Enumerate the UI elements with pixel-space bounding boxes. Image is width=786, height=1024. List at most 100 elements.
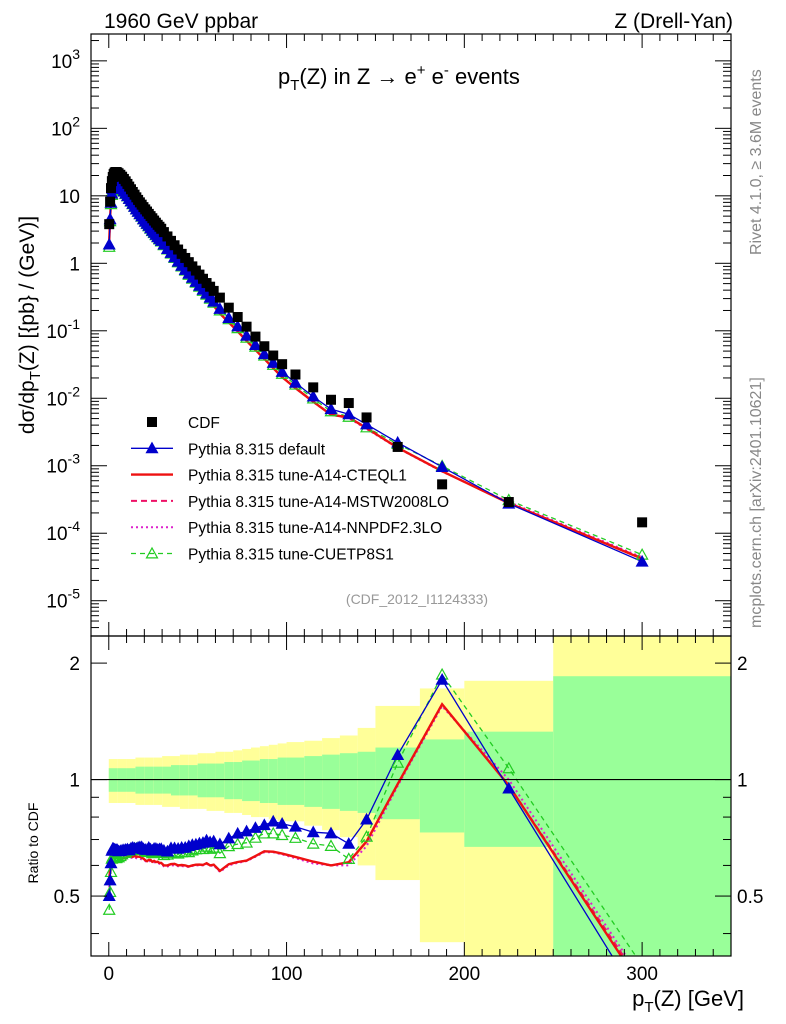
x-tick-label: 200 [448,964,480,985]
marker-default [213,302,227,314]
stat-uncertainty-band [259,759,269,803]
plot-title: pT(Z) in Z → e+ e- events [278,62,520,94]
stat-uncertainty-band [215,763,225,798]
stat-uncertainty-band [286,757,305,805]
ratio-marker-cuetp [342,852,356,864]
ratio-marker-default [104,856,118,869]
ratio-series-markers [102,667,516,915]
stat-uncertainty-band [277,757,287,805]
x-tick-label: 0 [103,964,114,985]
legend-marker-cuetp [145,546,159,559]
ratio-marker-cuetp [360,830,374,842]
ratio-marker-default [103,873,117,886]
y-tick-label: 10-1 [46,316,80,343]
ratio-y-tick-label: 1 [69,771,80,792]
rivet-label: Rivet 4.1.0, ≥ 3.6M events [748,69,765,255]
ratio-marker-cuetp [266,826,280,839]
ratio-y-tick-label: 0.5 [54,887,80,908]
stat-uncertainty-band [357,751,376,813]
ratio-marker-cuetp [502,761,516,774]
stat-uncertainty-band [251,760,260,802]
marker-default [435,460,449,472]
ratio-marker-cuetp [257,826,271,839]
stat-uncertainty-band [304,756,323,807]
cdf-point [326,394,336,405]
cdf-point [308,382,319,393]
ratio-marker-cuetp [203,842,217,854]
ratio-marker-default [324,826,338,839]
ratio-marker-default [360,812,374,825]
marker-default [324,402,338,415]
marker-default [306,389,320,402]
ratio-marker-default [207,834,221,847]
ratio-marker-cuetp [324,839,338,851]
mcplots-label: mcplots.cern.ch [arXiv:2401.10621] [748,377,765,628]
cdf-point [437,479,448,490]
marker-default [257,347,271,360]
ratio-y-tick-label-right: 1 [737,771,748,792]
stat-uncertainty-band [268,759,278,803]
stat-uncertainty-band [242,760,251,802]
cdf-point [259,341,270,352]
cdf-point [503,497,514,508]
ratio-marker-default [213,837,227,850]
ratio-marker-cuetp [102,903,116,915]
cdf-point [343,398,354,409]
y-tick-label: 10 [59,187,80,208]
ratio-marker-default [102,889,116,902]
marker-default [231,319,245,332]
cdf-data-points [104,167,648,528]
ratio-marker-cuetp [275,828,289,841]
analysis-id: (CDF_2012_I1124333) [346,591,488,607]
legend-label-nnpdf: Pythia 8.315 tune-A14-NNPDF2.3LO [188,520,442,537]
marker-default [240,328,254,341]
legend-label-default: Pythia 8.315 default [188,441,326,458]
ratio-marker-cuetp [306,836,320,849]
cdf-point [290,369,301,380]
main-frame [90,33,732,637]
cdf-point [250,331,261,342]
ratio-marker-cuetp [213,846,227,859]
x-tick-label: 100 [271,964,303,985]
ratio-y-tick-label-right: 2 [737,654,748,675]
marker-default [360,417,374,430]
stat-uncertainty-band [339,753,358,811]
marker-default [342,407,356,420]
marker-default [635,554,649,567]
legend: CDF Pythia 8.315 default Pythia 8.315 tune… [131,415,449,564]
stat-uncertainty-band [553,676,731,956]
axes-ticks: 0 100 200 300 10-5 10-4 10-3 10-2 10-1 1 10 102 103 0… [46,34,763,985]
marker-default [266,356,280,368]
legend-cdf-marker [147,417,157,427]
ratio-uncertainty-bands [108,636,731,956]
x-axis-title: pT(Z) [GeV] [632,986,744,1016]
ratio-marker-default [275,817,289,829]
stat-uncertainty-band [179,765,189,796]
stat-uncertainty-band [197,763,207,798]
cdf-point [105,196,116,207]
stat-uncertainty-band [206,763,216,798]
stat-uncertainty-band [224,762,234,800]
legend-label-mstw: Pythia 8.315 tune-A14-MSTW2008LO [188,494,449,511]
marker-default [288,375,302,388]
ratio-marker-cuetp [231,837,245,850]
legend-marker-default [145,441,159,454]
cdf-point [277,359,288,370]
cdf-point [361,412,372,423]
y-tick-label: 102 [51,113,80,140]
cdf-point [106,183,116,194]
marker-default [275,365,289,377]
cdf-point [214,292,225,303]
ratio-marker-default [306,825,320,838]
ratio-marker-default [222,831,236,844]
stat-uncertainty-band [233,762,243,800]
ratio-marker-cuetp [288,831,302,843]
cdf-point [268,350,279,361]
ratio-marker-default [257,818,271,831]
cdf-point [637,517,648,528]
marker-default [248,338,262,351]
ratio-y-tick-label-right: 0.5 [737,887,763,908]
marker-default [102,237,116,250]
cdf-point [241,321,252,332]
